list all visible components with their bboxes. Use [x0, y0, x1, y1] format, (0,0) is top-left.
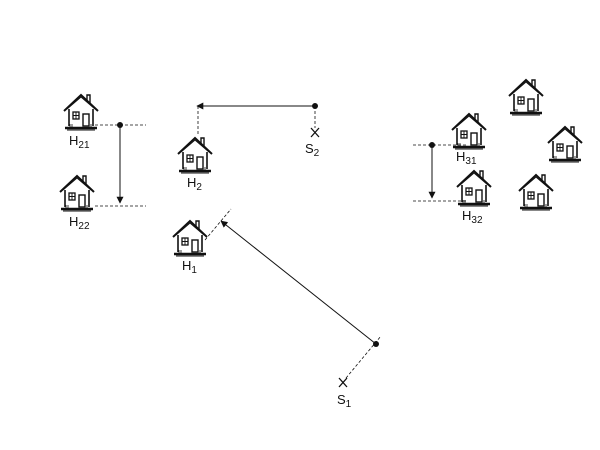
house-icon	[450, 112, 488, 151]
x-mark-icon	[338, 377, 348, 388]
label-h31: H31	[456, 149, 477, 167]
house-icon	[171, 219, 209, 258]
arrow-h31-h32	[413, 142, 466, 202]
arrow-s1-h1	[204, 208, 382, 379]
house-icon	[176, 136, 214, 175]
label-s1: S1	[337, 392, 352, 410]
house-icon	[517, 173, 555, 212]
house-h2	[176, 136, 214, 175]
house-icon	[455, 169, 493, 208]
house-icon	[507, 78, 545, 117]
house-h32	[455, 169, 493, 208]
arrow-s2-h2	[196, 102, 318, 136]
house-h22	[58, 174, 96, 213]
house-icon	[546, 125, 584, 164]
label-h22: H22	[69, 214, 90, 232]
label-h2: H2	[187, 175, 202, 193]
house-icon	[58, 174, 96, 213]
house-h1	[171, 219, 209, 258]
label-h32: H32	[462, 208, 483, 226]
house-extra-right	[546, 125, 584, 164]
house-extra-top	[507, 78, 545, 117]
label-h21: H21	[69, 133, 90, 151]
house-extra-bottom	[517, 173, 555, 212]
arrow-h21-h22	[95, 122, 146, 207]
house-icon	[62, 93, 100, 132]
label-h1: H1	[182, 258, 197, 276]
x-mark-icon	[310, 127, 320, 138]
label-s2: S2	[305, 141, 320, 159]
house-h21	[62, 93, 100, 132]
house-h31	[450, 112, 488, 151]
